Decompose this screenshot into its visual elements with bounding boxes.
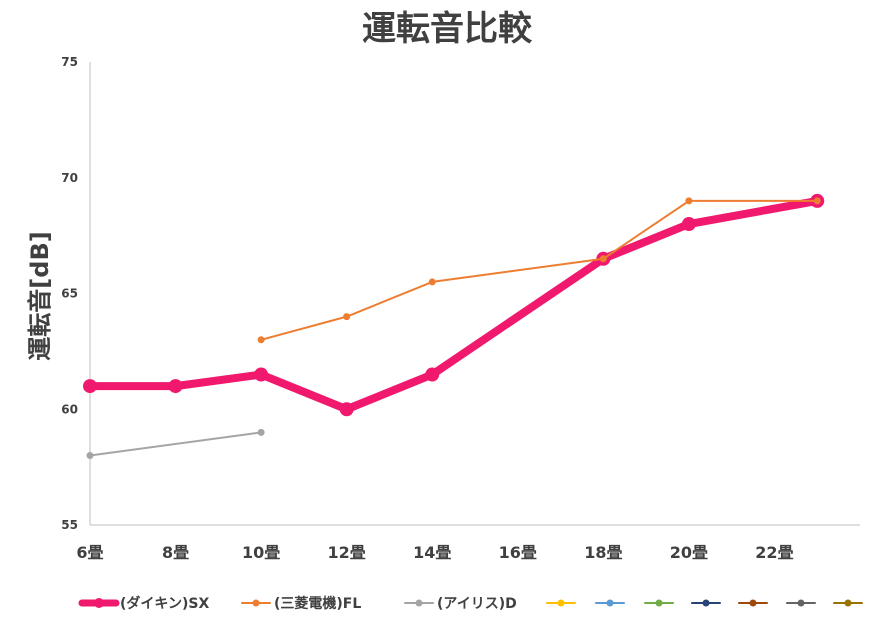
x-tick-label: 18畳 xyxy=(584,543,622,562)
x-tick-label: 16畳 xyxy=(499,543,537,562)
data-point xyxy=(599,255,607,263)
y-tick-label: 60 xyxy=(61,402,78,416)
x-tick-label: 6畳 xyxy=(76,543,103,562)
legend-label: (ダイキン)SX xyxy=(120,595,209,612)
legend-swatch-marker xyxy=(655,599,663,607)
legend-swatch-marker xyxy=(844,599,852,607)
y-tick-label: 65 xyxy=(61,287,78,301)
x-tick-label: 12畳 xyxy=(328,543,366,562)
data-point xyxy=(685,197,693,205)
y-tick-label: 75 xyxy=(61,55,78,69)
legend-swatch-marker xyxy=(606,599,614,607)
data-point xyxy=(83,379,97,394)
x-tick-label: 10畳 xyxy=(242,543,280,562)
y-tick-label: 55 xyxy=(61,518,78,532)
data-point xyxy=(257,428,265,436)
y-tick-label: 70 xyxy=(61,171,78,185)
data-point xyxy=(681,217,696,232)
data-point xyxy=(813,197,821,205)
legend-swatch-marker xyxy=(252,599,260,607)
legend-swatch-marker xyxy=(797,599,805,607)
data-point xyxy=(257,336,265,344)
x-tick-label: 8畳 xyxy=(162,543,189,562)
series-line xyxy=(86,196,822,414)
data-point xyxy=(339,402,354,417)
legend-swatch-marker xyxy=(749,599,757,607)
legend-swatch-marker xyxy=(415,599,423,607)
data-point xyxy=(425,367,440,382)
y-axis-label: 運転音[dB] xyxy=(26,231,54,360)
x-tick-label: 14畳 xyxy=(413,543,451,562)
legend: (ダイキン)SX (三菱電機)FL (アイリス)D xyxy=(78,595,863,612)
data-point xyxy=(168,379,183,394)
series-layer xyxy=(83,193,825,460)
chart-title: 運転音比較 xyxy=(362,9,533,49)
data-point xyxy=(86,452,94,460)
x-tick-labels: 6畳 8畳 10畳 12畳 14畳 16畳 18畳 20畳 22畳 xyxy=(76,543,793,562)
legend-swatch-marker xyxy=(702,599,710,607)
x-tick-label: 20畳 xyxy=(670,543,708,562)
data-point xyxy=(428,278,436,286)
legend-label: (三菱電機)FL xyxy=(274,595,361,612)
x-tick-label: 22畳 xyxy=(755,543,793,562)
y-tick-labels: 55 60 65 70 75 xyxy=(61,55,78,532)
legend-swatch-marker xyxy=(557,599,565,607)
series-line xyxy=(260,199,819,341)
series-line xyxy=(89,431,263,457)
data-point xyxy=(343,313,351,321)
data-point xyxy=(254,367,269,382)
legend-swatch-marker xyxy=(94,598,104,608)
legend-label: (アイリス)D xyxy=(437,596,517,612)
